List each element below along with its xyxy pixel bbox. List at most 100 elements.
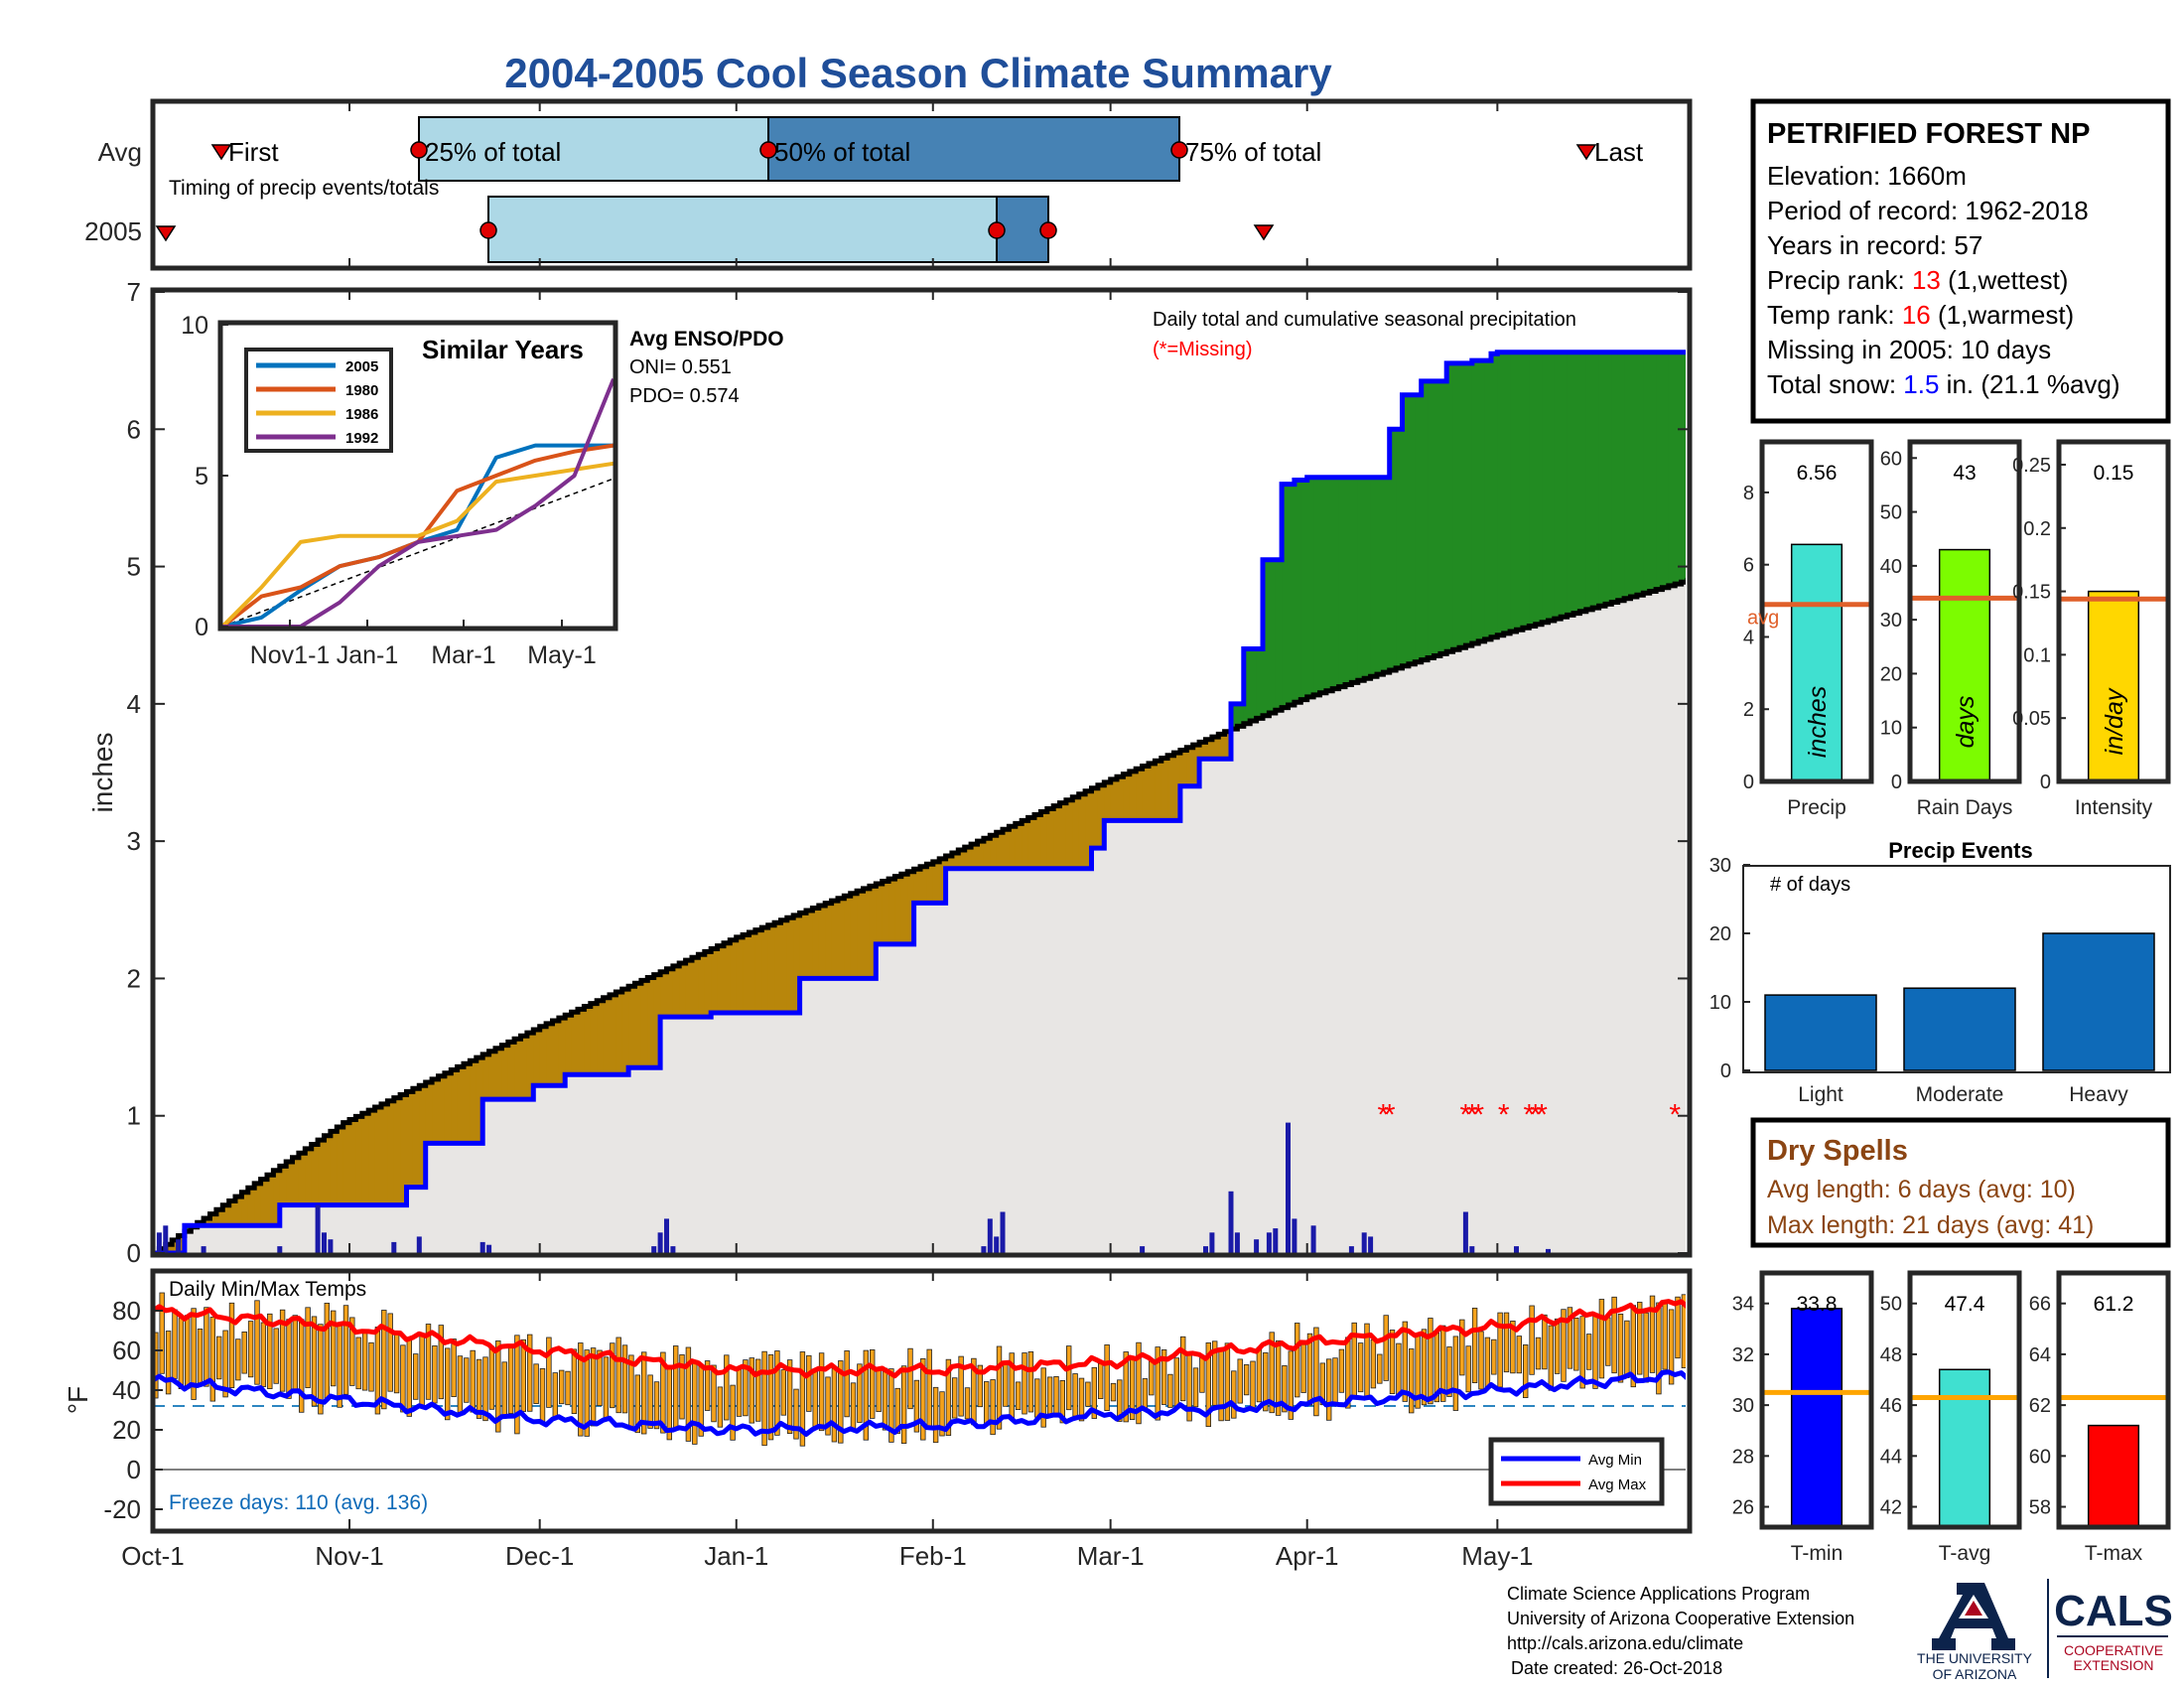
daily-temp-bar	[495, 1340, 501, 1433]
deficit-area	[412, 1086, 420, 1188]
missing-day-marker: *	[1498, 1099, 1510, 1132]
daily-temp-bar	[1072, 1373, 1078, 1417]
deficit-area	[1110, 777, 1118, 821]
deficit-area	[1199, 741, 1207, 760]
tavg-summary-tick-label: 46	[1880, 1395, 1902, 1417]
footer-line-1: Climate Science Applications Program	[1507, 1584, 1810, 1604]
deficit-area	[793, 914, 801, 1013]
daily-temp-bar	[1136, 1341, 1142, 1425]
deficit-area	[438, 1074, 446, 1144]
surplus-area	[1357, 477, 1365, 680]
surplus-area	[1573, 352, 1580, 613]
daily-temp-bar	[1199, 1354, 1205, 1393]
daily-temp-bar	[876, 1369, 882, 1412]
daily-temp-bar	[1231, 1370, 1237, 1419]
daily-temp-bar	[621, 1344, 628, 1414]
deficit-area	[247, 1186, 255, 1226]
deficit-area	[1211, 735, 1219, 760]
daily-temp-bar	[565, 1370, 571, 1406]
deficit-area	[603, 996, 611, 1075]
daily-temp-bar	[1237, 1358, 1243, 1404]
temp-title: Daily Min/Max Temps	[169, 1278, 366, 1301]
precip-summary-label: Precip	[1787, 796, 1846, 819]
raindays-summary-tick-label: 20	[1880, 663, 1902, 685]
daily-precip-bar	[1546, 1248, 1551, 1253]
daily-temp-bar	[1300, 1343, 1306, 1393]
deficit-area	[1167, 754, 1175, 821]
station-snow: Total snow: 1.5 in. (21.1 %avg)	[1767, 369, 2120, 399]
inset-x-tick-label: Jan-1	[337, 641, 399, 669]
daily-temp-bar	[1478, 1331, 1484, 1390]
daily-temp-bar	[539, 1368, 546, 1424]
daily-precip-bar	[981, 1246, 987, 1253]
deficit-area	[1224, 730, 1232, 760]
surplus-area	[1452, 362, 1460, 649]
daily-temp-bar	[647, 1374, 653, 1429]
surplus-area	[1250, 648, 1258, 720]
daily-precip-bar	[1292, 1218, 1297, 1253]
inset-y-tick-label: 0	[195, 614, 208, 641]
daily-temp-bar	[165, 1331, 172, 1395]
deficit-area	[342, 1121, 350, 1205]
daily-temp-bar	[1357, 1342, 1364, 1393]
deficit-area	[913, 868, 921, 904]
deficit-area	[838, 897, 845, 979]
deficit-area	[888, 877, 896, 944]
daily-temp-bar	[1212, 1340, 1218, 1406]
daily-temp-bar	[368, 1341, 374, 1392]
daily-temp-bar	[197, 1329, 204, 1386]
daily-temp-bar	[1269, 1332, 1275, 1414]
deficit-area	[634, 981, 642, 1068]
deficit-area	[780, 918, 788, 1013]
surplus-area	[1288, 484, 1296, 704]
daily-temp-bar	[1649, 1295, 1656, 1373]
deficit-area	[621, 987, 629, 1075]
surplus-area	[1529, 352, 1537, 626]
precip-y-tick-label: 5	[127, 552, 141, 582]
tavg-summary-label: T-avg	[1939, 1542, 1991, 1565]
deficit-area	[863, 887, 871, 979]
daily-temp-bar	[939, 1391, 945, 1437]
daily-temp-bar	[1624, 1320, 1630, 1378]
daily-temp-bar	[444, 1347, 451, 1421]
month-axis: Oct-1 Nov-1 Dec-1 Jan-1 Feb-1 Mar-1 Apr-1 May-1	[121, 101, 1533, 1571]
daily-temp-bar	[945, 1358, 952, 1436]
deficit-area	[1046, 807, 1054, 869]
daily-temp-bar	[1155, 1346, 1160, 1421]
daily-temp-bar	[305, 1307, 311, 1389]
deficit-area	[1173, 751, 1181, 821]
deficit-area	[318, 1138, 326, 1205]
cumulative-2005-line	[153, 350, 1686, 1253]
daily-temp-bar	[355, 1336, 361, 1390]
deficit-area	[1072, 795, 1080, 869]
daily-temp-bar	[888, 1368, 894, 1443]
daily-temp-bar	[254, 1300, 260, 1385]
month-tick-label: Apr-1	[1276, 1541, 1339, 1571]
daily-temp-bar	[1383, 1315, 1389, 1381]
daily-temp-bar	[507, 1344, 514, 1414]
temp-panel: -20 0 20 40 60 80 Daily Min/Max Temps °F Free…	[63, 1268, 1693, 1534]
daily-temp-bar	[673, 1345, 679, 1431]
month-tick-label: May-1	[1461, 1541, 1533, 1571]
surplus-area	[1542, 352, 1550, 622]
deficit-area	[457, 1064, 465, 1144]
daily-temp-bar	[1535, 1336, 1542, 1370]
daily-temp-bar	[1263, 1352, 1269, 1412]
surplus-area	[1377, 477, 1384, 674]
daily-precip-bar	[1348, 1246, 1354, 1253]
daily-temp-bar	[241, 1332, 247, 1374]
surplus-area	[1681, 352, 1686, 582]
daily-temp-bar	[1440, 1325, 1446, 1402]
daily-precip-bar	[1368, 1236, 1374, 1253]
daily-temp-bar	[1675, 1296, 1681, 1359]
deficit-area	[546, 1022, 554, 1086]
deficit-area	[640, 979, 648, 1068]
surplus-area	[1402, 394, 1410, 665]
deficit-area	[825, 902, 833, 979]
deficit-area	[337, 1124, 344, 1205]
timing-2005-light-box	[487, 196, 998, 263]
event-bar-heavy	[2042, 932, 2155, 1071]
daily-temp-bar	[996, 1345, 1003, 1430]
daily-temp-bar	[863, 1349, 869, 1441]
